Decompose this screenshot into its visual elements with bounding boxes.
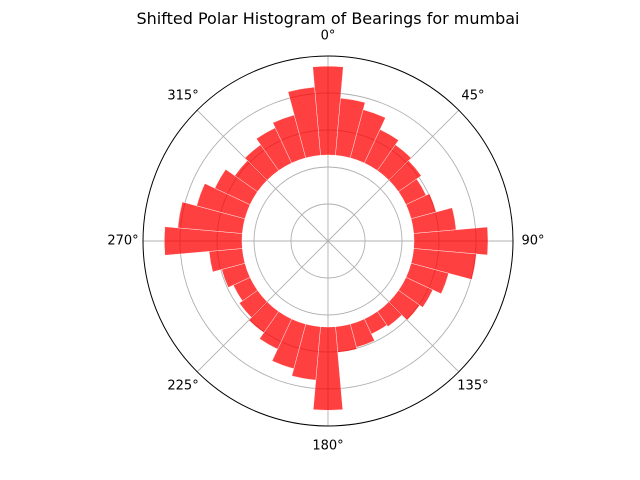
histogram-bar <box>287 86 321 159</box>
angle-tick-label: 0° <box>321 29 336 44</box>
angle-tick-label: 45° <box>461 89 484 104</box>
radial-grid-circle <box>253 166 403 316</box>
angle-tick-label: 180° <box>312 439 343 454</box>
chart-title: Shifted Polar Histogram of Bearings for … <box>137 9 520 28</box>
angle-tick-label: 90° <box>521 234 544 249</box>
polar-frame <box>142 55 514 427</box>
angle-tick-labels: 0° 45° 90° 135° 180° 225° 270° 315° <box>107 29 544 454</box>
outer-frame-circle <box>142 55 514 427</box>
angle-tick-label: 315° <box>167 89 198 104</box>
radial-grid-circle <box>290 203 366 279</box>
angle-tick-label: 270° <box>107 234 138 249</box>
angle-tick-label: 135° <box>457 378 488 393</box>
histogram-bars <box>164 65 489 411</box>
angle-tick-label: 225° <box>167 378 198 393</box>
